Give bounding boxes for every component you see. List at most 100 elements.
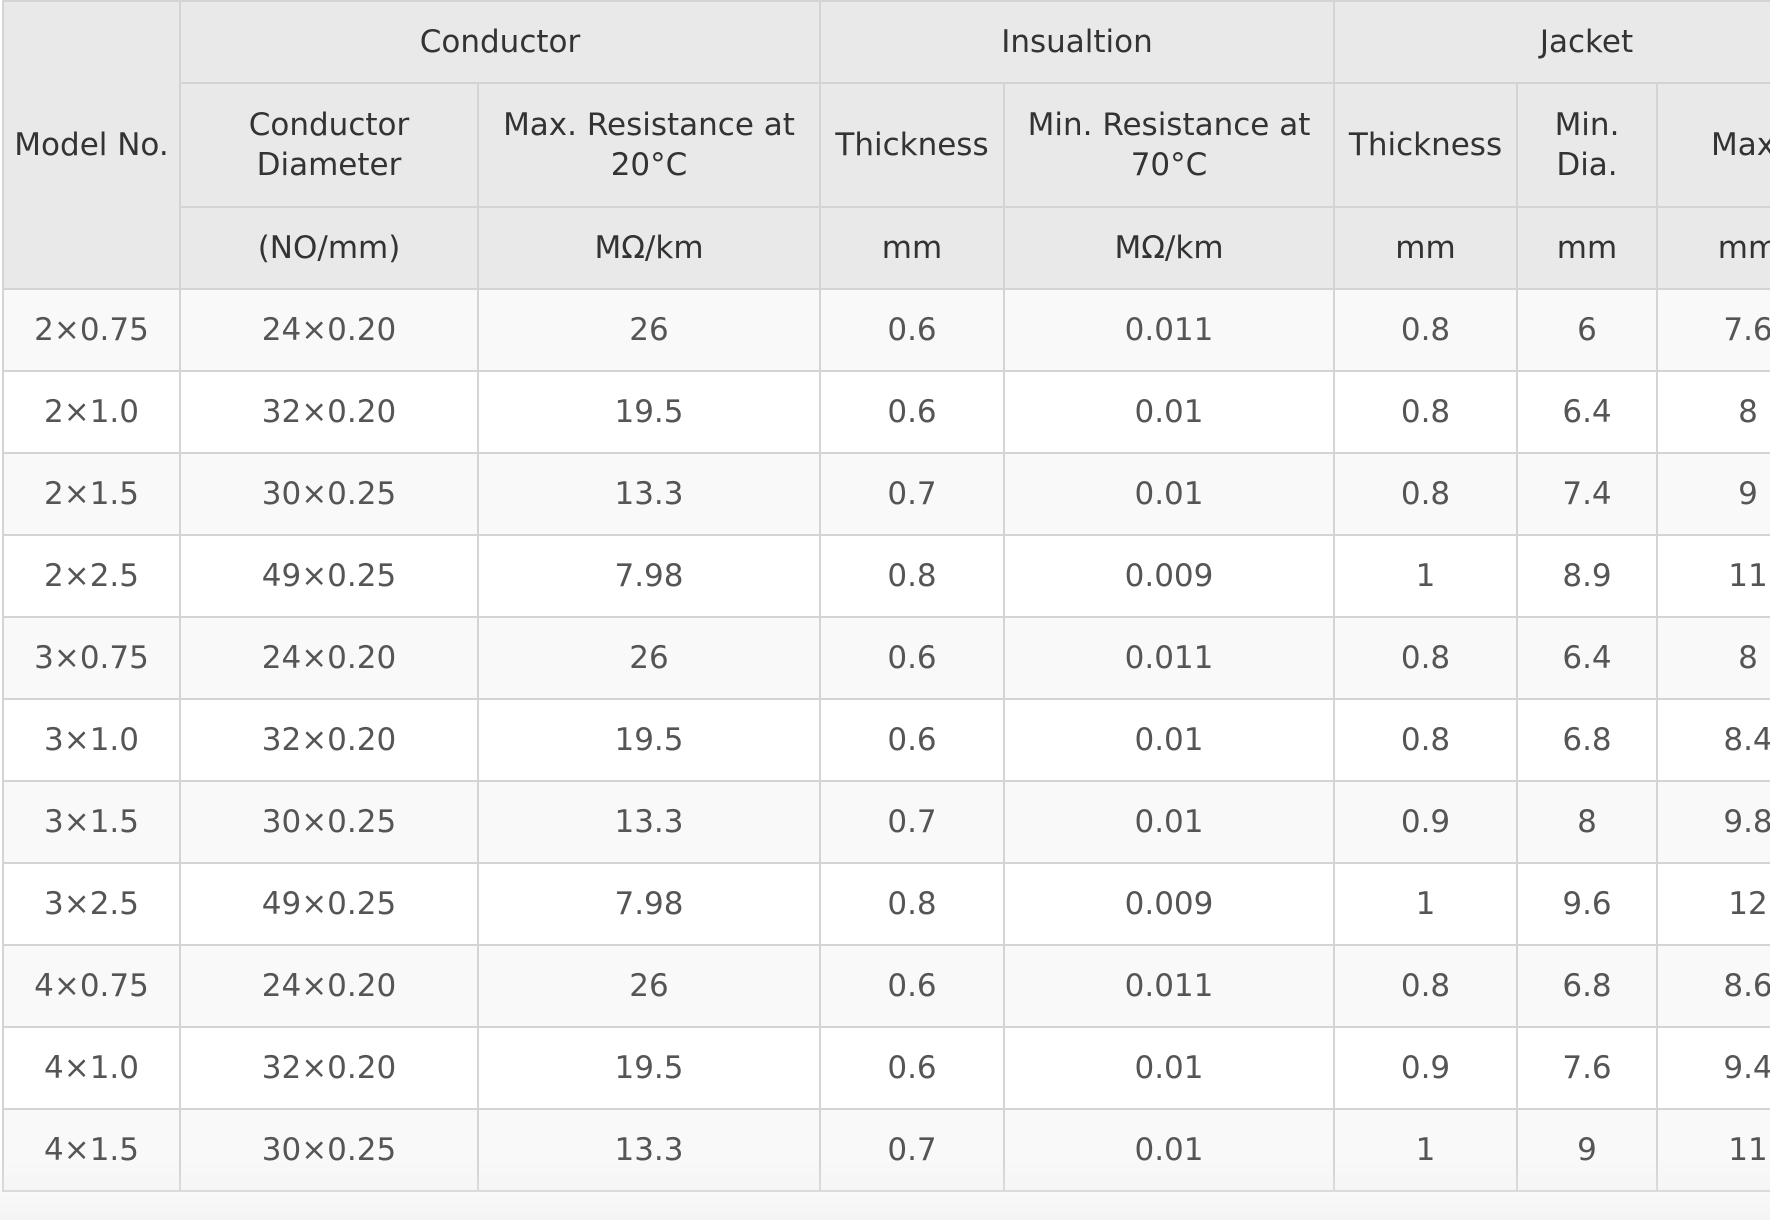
model-no-cell: 3×0.75 xyxy=(2,616,181,700)
max-dia-cell: 8.6 xyxy=(1655,944,1770,1028)
conductor-diameter-cell: 49×0.25 xyxy=(179,534,479,618)
jacket-thickness-cell: 0.8 xyxy=(1333,616,1518,700)
max-dia-cell: 9.8 xyxy=(1655,780,1770,864)
min-resistance-cell: 0.01 xyxy=(1003,780,1335,864)
jacket-thickness-cell: 0.9 xyxy=(1333,1026,1518,1110)
model-no-cell: 4×0.75 xyxy=(2,944,181,1028)
min-resistance-unit: MΩ/km xyxy=(1003,206,1335,290)
max-dia-cell: 8 xyxy=(1655,616,1770,700)
table-body: 2×0.75 24×0.20 26 0.6 0.011 0.8 6 7.6 2×1.0 32×0.… xyxy=(2,288,1770,1192)
max-dia-cell: 11 xyxy=(1655,534,1770,618)
conductor-diameter-cell: 32×0.20 xyxy=(179,370,479,454)
insulation-thickness-cell: 0.8 xyxy=(819,862,1005,946)
model-no-cell: 3×2.5 xyxy=(2,862,181,946)
min-resistance-cell: 0.01 xyxy=(1003,698,1335,782)
model-no-cell: 2×1.0 xyxy=(2,370,181,454)
max-resistance-cell: 13.3 xyxy=(477,780,821,864)
model-no-header: Model No. xyxy=(2,0,181,290)
insulation-thickness-cell: 0.6 xyxy=(819,616,1005,700)
min-dia-cell: 7.6 xyxy=(1516,1026,1658,1110)
header-unit-row: (NO/mm) MΩ/km mm MΩ/km mm mm mm xyxy=(3,206,1770,290)
max-resistance-cell: 19.5 xyxy=(477,698,821,782)
max-dia-cell: 8.4 xyxy=(1655,698,1770,782)
max-dia-cell: 7.6 xyxy=(1655,288,1770,372)
max-resistance-unit: MΩ/km xyxy=(477,206,821,290)
min-resistance-cell: 0.011 xyxy=(1003,944,1335,1028)
jacket-thickness-cell: 0.8 xyxy=(1333,370,1518,454)
max-resistance-cell: 13.3 xyxy=(477,452,821,536)
max-resistance-header: Max. Resistance at 20°C xyxy=(477,82,821,208)
insulation-thickness-cell: 0.6 xyxy=(819,698,1005,782)
conductor-diameter-cell: 24×0.20 xyxy=(179,616,479,700)
min-resistance-header: Min. Resistance at 70°C xyxy=(1003,82,1335,208)
max-dia-cell: 8 xyxy=(1655,370,1770,454)
conductor-diameter-cell: 49×0.25 xyxy=(179,862,479,946)
jacket-thickness-cell: 0.9 xyxy=(1333,780,1518,864)
conductor-diameter-cell: 24×0.20 xyxy=(179,944,479,1028)
conductor-diameter-cell: 32×0.20 xyxy=(179,698,479,782)
max-resistance-cell: 26 xyxy=(477,616,821,700)
min-resistance-cell: 0.009 xyxy=(1003,534,1335,618)
max-resistance-cell: 26 xyxy=(477,288,821,372)
min-dia-header: Min. Dia. xyxy=(1516,82,1658,208)
conductor-diameter-header: Conductor Diameter xyxy=(179,82,479,208)
min-resistance-cell: 0.011 xyxy=(1003,616,1335,700)
conductor-diameter-cell: 30×0.25 xyxy=(179,452,479,536)
table-row: 2×1.0 32×0.20 19.5 0.6 0.01 0.8 6.4 8 xyxy=(2,370,1770,454)
table-row: 4×0.75 24×0.20 26 0.6 0.011 0.8 6.8 8.6 xyxy=(2,944,1770,1028)
max-resistance-cell: 7.98 xyxy=(477,534,821,618)
min-dia-cell: 9 xyxy=(1516,1108,1658,1192)
conductor-diameter-cell: 24×0.20 xyxy=(179,288,479,372)
insulation-thickness-header: Thickness xyxy=(819,82,1005,208)
conductor-diameter-unit: (NO/mm) xyxy=(179,206,479,290)
jacket-thickness-cell: 0.8 xyxy=(1333,944,1518,1028)
table-row: 2×1.5 30×0.25 13.3 0.7 0.01 0.8 7.4 9 xyxy=(2,452,1770,536)
table-row: 4×1.5 30×0.25 13.3 0.7 0.01 1 9 11 xyxy=(2,1108,1770,1192)
table-row: 3×1.5 30×0.25 13.3 0.7 0.01 0.9 8 9.8 xyxy=(2,780,1770,864)
max-dia-cell: 9.4 xyxy=(1655,1026,1770,1110)
table-row: 4×1.0 32×0.20 19.5 0.6 0.01 0.9 7.6 9.4 xyxy=(2,1026,1770,1110)
header-param-row: Conductor Diameter Max. Resistance at 20… xyxy=(3,82,1770,208)
jacket-thickness-cell: 1 xyxy=(1333,534,1518,618)
min-resistance-cell: 0.009 xyxy=(1003,862,1335,946)
insulation-thickness-cell: 0.7 xyxy=(819,780,1005,864)
table-row: 3×0.75 24×0.20 26 0.6 0.011 0.8 6.4 8 xyxy=(2,616,1770,700)
max-resistance-cell: 13.3 xyxy=(477,1108,821,1192)
model-no-cell: 2×1.5 xyxy=(2,452,181,536)
model-no-cell: 4×1.5 xyxy=(2,1108,181,1192)
insulation-thickness-cell: 0.7 xyxy=(819,452,1005,536)
insulation-thickness-cell: 0.6 xyxy=(819,370,1005,454)
max-dia-unit: mm xyxy=(1655,206,1770,290)
table-row: 2×0.75 24×0.20 26 0.6 0.011 0.8 6 7.6 xyxy=(2,288,1770,372)
jacket-thickness-cell: 0.8 xyxy=(1333,452,1518,536)
max-dia-header: Max. xyxy=(1655,82,1770,208)
model-no-cell: 3×1.0 xyxy=(2,698,181,782)
conductor-diameter-cell: 30×0.25 xyxy=(179,780,479,864)
min-resistance-cell: 0.01 xyxy=(1003,370,1335,454)
max-dia-cell: 12 xyxy=(1655,862,1770,946)
table-header: Model No. Conductor Insualtion Jacket Co… xyxy=(2,0,1770,290)
insulation-thickness-cell: 0.7 xyxy=(819,1108,1005,1192)
table-row: 3×2.5 49×0.25 7.98 0.8 0.009 1 9.6 12 xyxy=(2,862,1770,946)
min-dia-cell: 8.9 xyxy=(1516,534,1658,618)
insulation-thickness-unit: mm xyxy=(819,206,1005,290)
model-no-cell: 3×1.5 xyxy=(2,780,181,864)
max-dia-cell: 11 xyxy=(1655,1108,1770,1192)
min-dia-cell: 7.4 xyxy=(1516,452,1658,536)
conductor-group-header: Conductor xyxy=(179,0,821,84)
cable-spec-table: Model No. Conductor Insualtion Jacket Co… xyxy=(2,0,1770,1192)
min-resistance-cell: 0.011 xyxy=(1003,288,1335,372)
table-row: 2×2.5 49×0.25 7.98 0.8 0.009 1 8.9 11 xyxy=(2,534,1770,618)
min-resistance-cell: 0.01 xyxy=(1003,1108,1335,1192)
insulation-thickness-cell: 0.6 xyxy=(819,288,1005,372)
max-resistance-cell: 19.5 xyxy=(477,370,821,454)
jacket-thickness-cell: 0.8 xyxy=(1333,288,1518,372)
insulation-thickness-cell: 0.8 xyxy=(819,534,1005,618)
model-no-cell: 2×2.5 xyxy=(2,534,181,618)
model-no-cell: 2×0.75 xyxy=(2,288,181,372)
jacket-thickness-cell: 1 xyxy=(1333,1108,1518,1192)
min-resistance-cell: 0.01 xyxy=(1003,452,1335,536)
min-dia-cell: 6 xyxy=(1516,288,1658,372)
min-dia-cell: 6.8 xyxy=(1516,944,1658,1028)
